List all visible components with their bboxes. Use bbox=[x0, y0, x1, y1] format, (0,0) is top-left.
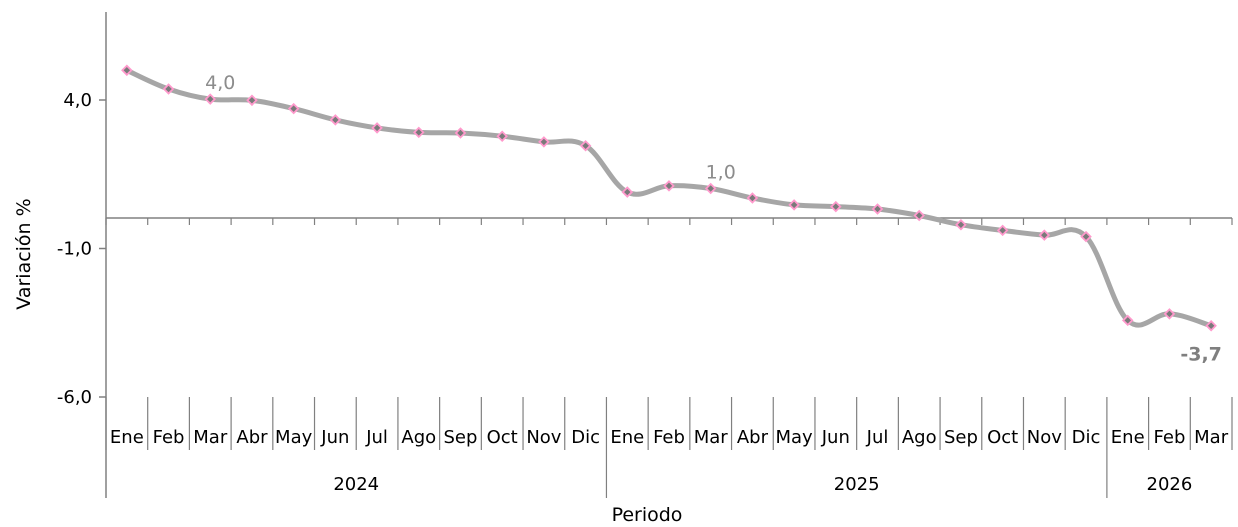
y-tick-label: 4,0 bbox=[63, 90, 92, 111]
data-point bbox=[955, 218, 967, 231]
year-label: 2024 bbox=[333, 474, 379, 495]
data-label: -3,7 bbox=[1180, 344, 1222, 366]
data-point bbox=[538, 136, 550, 148]
data-point bbox=[788, 199, 800, 211]
x-tick-label: Jun bbox=[320, 427, 349, 448]
x-tick-label: Mar bbox=[694, 427, 729, 448]
x-tick-label: Oct bbox=[987, 427, 1018, 448]
data-point bbox=[204, 93, 217, 105]
data-point bbox=[704, 182, 717, 195]
data-point bbox=[663, 180, 675, 192]
x-tick-label: Dic bbox=[571, 427, 600, 448]
x-tick-label: Mar bbox=[1194, 427, 1229, 448]
series-layer bbox=[121, 64, 1217, 332]
data-point bbox=[1080, 230, 1092, 243]
data-point bbox=[913, 209, 925, 222]
data-point bbox=[1121, 314, 1134, 327]
x-tick-label: Ene bbox=[1111, 427, 1145, 448]
data-point bbox=[996, 224, 1009, 237]
x-tick-label: Abr bbox=[236, 427, 268, 448]
data-point bbox=[579, 139, 592, 152]
data-point bbox=[746, 192, 759, 204]
x-tick-label: Ene bbox=[610, 427, 644, 448]
x-tick-label: Nov bbox=[1027, 427, 1062, 448]
x-tick-label: Feb bbox=[153, 427, 185, 448]
x-axis-title: Periodo bbox=[612, 504, 683, 526]
x-tick-label: May bbox=[776, 427, 814, 448]
data-point bbox=[162, 83, 175, 95]
x-tick-label: Ago bbox=[401, 427, 436, 448]
y-tick-label: -6,0 bbox=[57, 387, 92, 408]
x-tick-label: Jul bbox=[866, 427, 889, 448]
x-tick-label: Mar bbox=[193, 427, 228, 448]
data-point bbox=[287, 102, 300, 115]
y-axis-title: Variación % bbox=[13, 198, 35, 309]
year-label: 2026 bbox=[1147, 474, 1193, 495]
x-tick-label: Abr bbox=[737, 427, 769, 448]
data-point bbox=[1163, 308, 1176, 320]
data-point bbox=[1205, 319, 1217, 332]
data-label: 4,0 bbox=[205, 72, 235, 94]
x-tick-label: Sep bbox=[444, 427, 478, 448]
x-tick-label: Feb bbox=[653, 427, 685, 448]
data-point bbox=[1038, 229, 1051, 241]
data-point bbox=[246, 94, 258, 107]
x-tick-label: Ago bbox=[902, 427, 937, 448]
data-point bbox=[121, 64, 133, 77]
data-point bbox=[329, 114, 342, 126]
y-axis-ticks: 4,0 -1,0 -6,0 bbox=[57, 90, 106, 408]
data-point bbox=[371, 122, 383, 134]
y-tick-label: -1,0 bbox=[57, 239, 92, 260]
x-tick-label: Dic bbox=[1072, 427, 1101, 448]
x-tick-label: Jun bbox=[821, 427, 850, 448]
data-point bbox=[413, 126, 425, 139]
year-label: 2025 bbox=[834, 474, 880, 495]
x-axis-categories: Ene Feb Mar Abr May Jun Jul Ago Sep Oct Nov Dic Ene F… bbox=[105, 218, 1233, 498]
x-tick-label: Feb bbox=[1154, 427, 1186, 448]
x-tick-label: Oct bbox=[487, 427, 518, 448]
x-tick-label: Nov bbox=[526, 427, 561, 448]
data-labels-layer: 4,0 1,0 -3,7 bbox=[205, 72, 1222, 366]
x-tick-label: Ene bbox=[110, 427, 144, 448]
x-tick-label: Jul bbox=[365, 427, 388, 448]
data-label: 1,0 bbox=[706, 162, 736, 184]
data-point bbox=[621, 186, 634, 198]
data-point bbox=[830, 200, 842, 213]
x-tick-label: May bbox=[275, 427, 313, 448]
data-point bbox=[454, 127, 467, 139]
data-point bbox=[496, 130, 508, 143]
data-point bbox=[871, 203, 884, 215]
x-tick-label: Sep bbox=[944, 427, 978, 448]
